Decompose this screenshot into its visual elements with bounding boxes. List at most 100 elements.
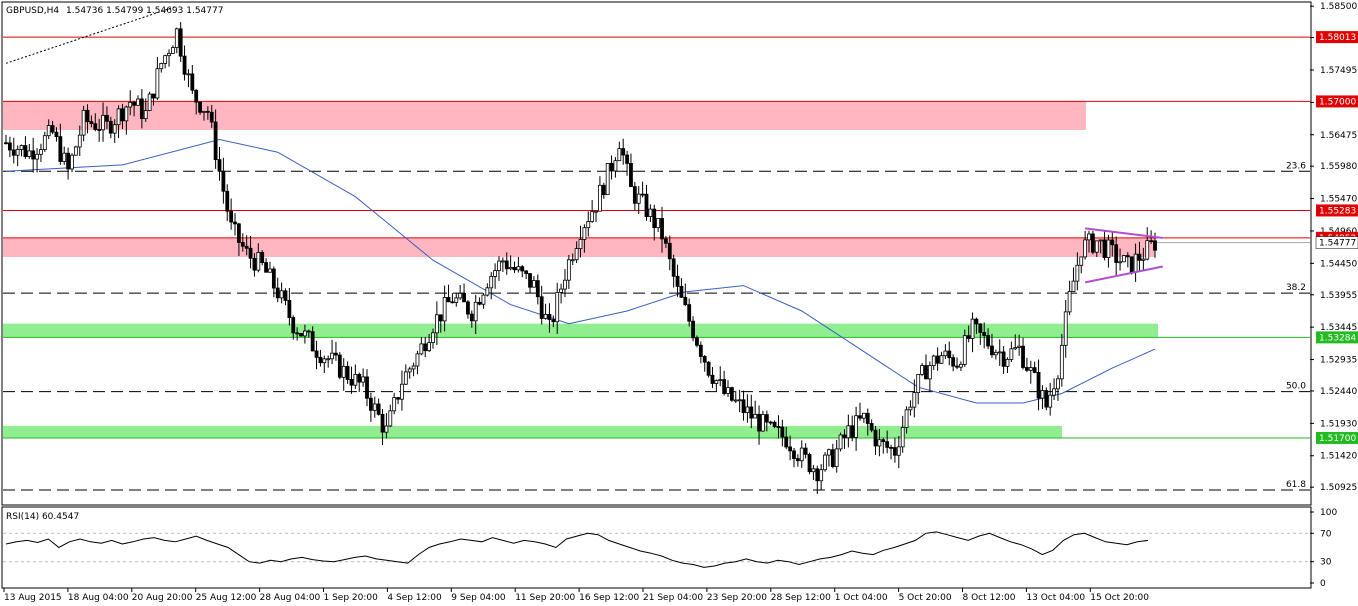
- candle: [854, 406, 859, 451]
- candle-body: [205, 110, 210, 113]
- candle: [629, 153, 633, 188]
- candle: [388, 404, 393, 428]
- candle-body: [823, 454, 827, 471]
- candle: [516, 256, 521, 273]
- time-tick-label: 5 Oct 20:00: [899, 593, 952, 603]
- candle-body: [861, 412, 866, 419]
- candle: [947, 341, 952, 366]
- candle: [89, 115, 94, 128]
- candle: [66, 147, 71, 180]
- candle: [648, 204, 653, 223]
- candle-body: [1075, 264, 1080, 282]
- candle-body: [101, 114, 105, 131]
- candle: [446, 284, 451, 303]
- candle-body: [419, 343, 424, 355]
- candle-body: [120, 108, 125, 122]
- price-tick-label: 1.52935: [1320, 356, 1357, 366]
- candle: [1063, 299, 1068, 358]
- candle-body: [749, 406, 754, 419]
- price-tag-bg: [1316, 204, 1358, 217]
- candle: [477, 297, 482, 306]
- candle-body: [706, 361, 711, 376]
- candle-body: [400, 383, 404, 400]
- price-tag-bg: [1316, 95, 1358, 108]
- candle-body: [174, 28, 179, 48]
- levels-layer: [3, 36, 1310, 439]
- candle-body: [978, 323, 983, 333]
- candle: [341, 358, 346, 391]
- candle: [1137, 241, 1142, 271]
- candle-body: [1013, 347, 1018, 350]
- candle-body: [39, 149, 43, 155]
- candle: [42, 131, 47, 152]
- candle: [962, 329, 967, 367]
- candle: [442, 285, 447, 332]
- price-tick-label: 1.51420: [1320, 452, 1357, 462]
- candle: [213, 109, 218, 169]
- candle-body: [411, 365, 416, 370]
- candle: [951, 354, 956, 372]
- candle-body: [198, 101, 202, 113]
- candle: [1036, 359, 1041, 411]
- candle-body: [1102, 239, 1107, 258]
- candle-body: [520, 266, 525, 272]
- candle-body: [97, 129, 102, 131]
- candle-body: [652, 208, 657, 229]
- rsi-tick-label: 0: [1320, 579, 1326, 589]
- candle: [93, 113, 98, 132]
- candle: [1028, 360, 1033, 384]
- rsi-tick-label: 30: [1320, 558, 1332, 568]
- candle: [823, 452, 827, 472]
- candle-body: [77, 134, 82, 148]
- candle-body: [233, 221, 237, 225]
- candle: [935, 347, 940, 371]
- candle: [722, 370, 727, 396]
- candle-body: [334, 352, 338, 356]
- candle: [1106, 234, 1111, 268]
- candle-body: [283, 290, 288, 301]
- candle: [594, 210, 598, 223]
- candle-body: [299, 333, 303, 337]
- candle-body: [213, 121, 218, 161]
- candle: [120, 103, 125, 130]
- candle-body: [7, 142, 12, 151]
- candle: [73, 145, 78, 156]
- candle-body: [248, 247, 253, 259]
- candle-body: [388, 410, 393, 427]
- candle: [729, 386, 734, 402]
- candle: [543, 303, 548, 320]
- candle: [35, 148, 39, 173]
- candle-body: [143, 110, 148, 120]
- price-tag-label: 1.58013: [1319, 33, 1356, 43]
- candle: [1083, 231, 1088, 260]
- candle-body: [151, 93, 156, 99]
- candle-body: [939, 355, 944, 364]
- candle-body: [85, 109, 90, 123]
- candle-body: [644, 193, 649, 217]
- candle-body: [89, 121, 94, 125]
- candle: [1056, 375, 1060, 401]
- candle-body: [54, 131, 59, 138]
- candle: [27, 144, 32, 159]
- candle-body: [893, 447, 897, 456]
- candle: [493, 263, 498, 289]
- candle: [423, 337, 428, 358]
- candle: [776, 415, 781, 439]
- candle-body: [345, 365, 350, 380]
- candle-body: [834, 448, 839, 467]
- candle-body: [625, 154, 629, 164]
- candle-body: [11, 149, 16, 156]
- candle-body: [326, 358, 331, 361]
- candle-body: [613, 160, 618, 172]
- candle: [1145, 227, 1150, 261]
- time-tick-label: 1 Sep 20:00: [324, 593, 379, 603]
- candle-body: [563, 279, 567, 290]
- price-tag-bg: [1316, 31, 1358, 44]
- candle-body: [264, 262, 268, 273]
- moving-average-layer: [5, 138, 1156, 404]
- candle: [302, 324, 307, 344]
- candle-body: [970, 318, 975, 339]
- candle: [605, 162, 610, 196]
- candle: [850, 415, 855, 442]
- candle-body: [702, 356, 707, 363]
